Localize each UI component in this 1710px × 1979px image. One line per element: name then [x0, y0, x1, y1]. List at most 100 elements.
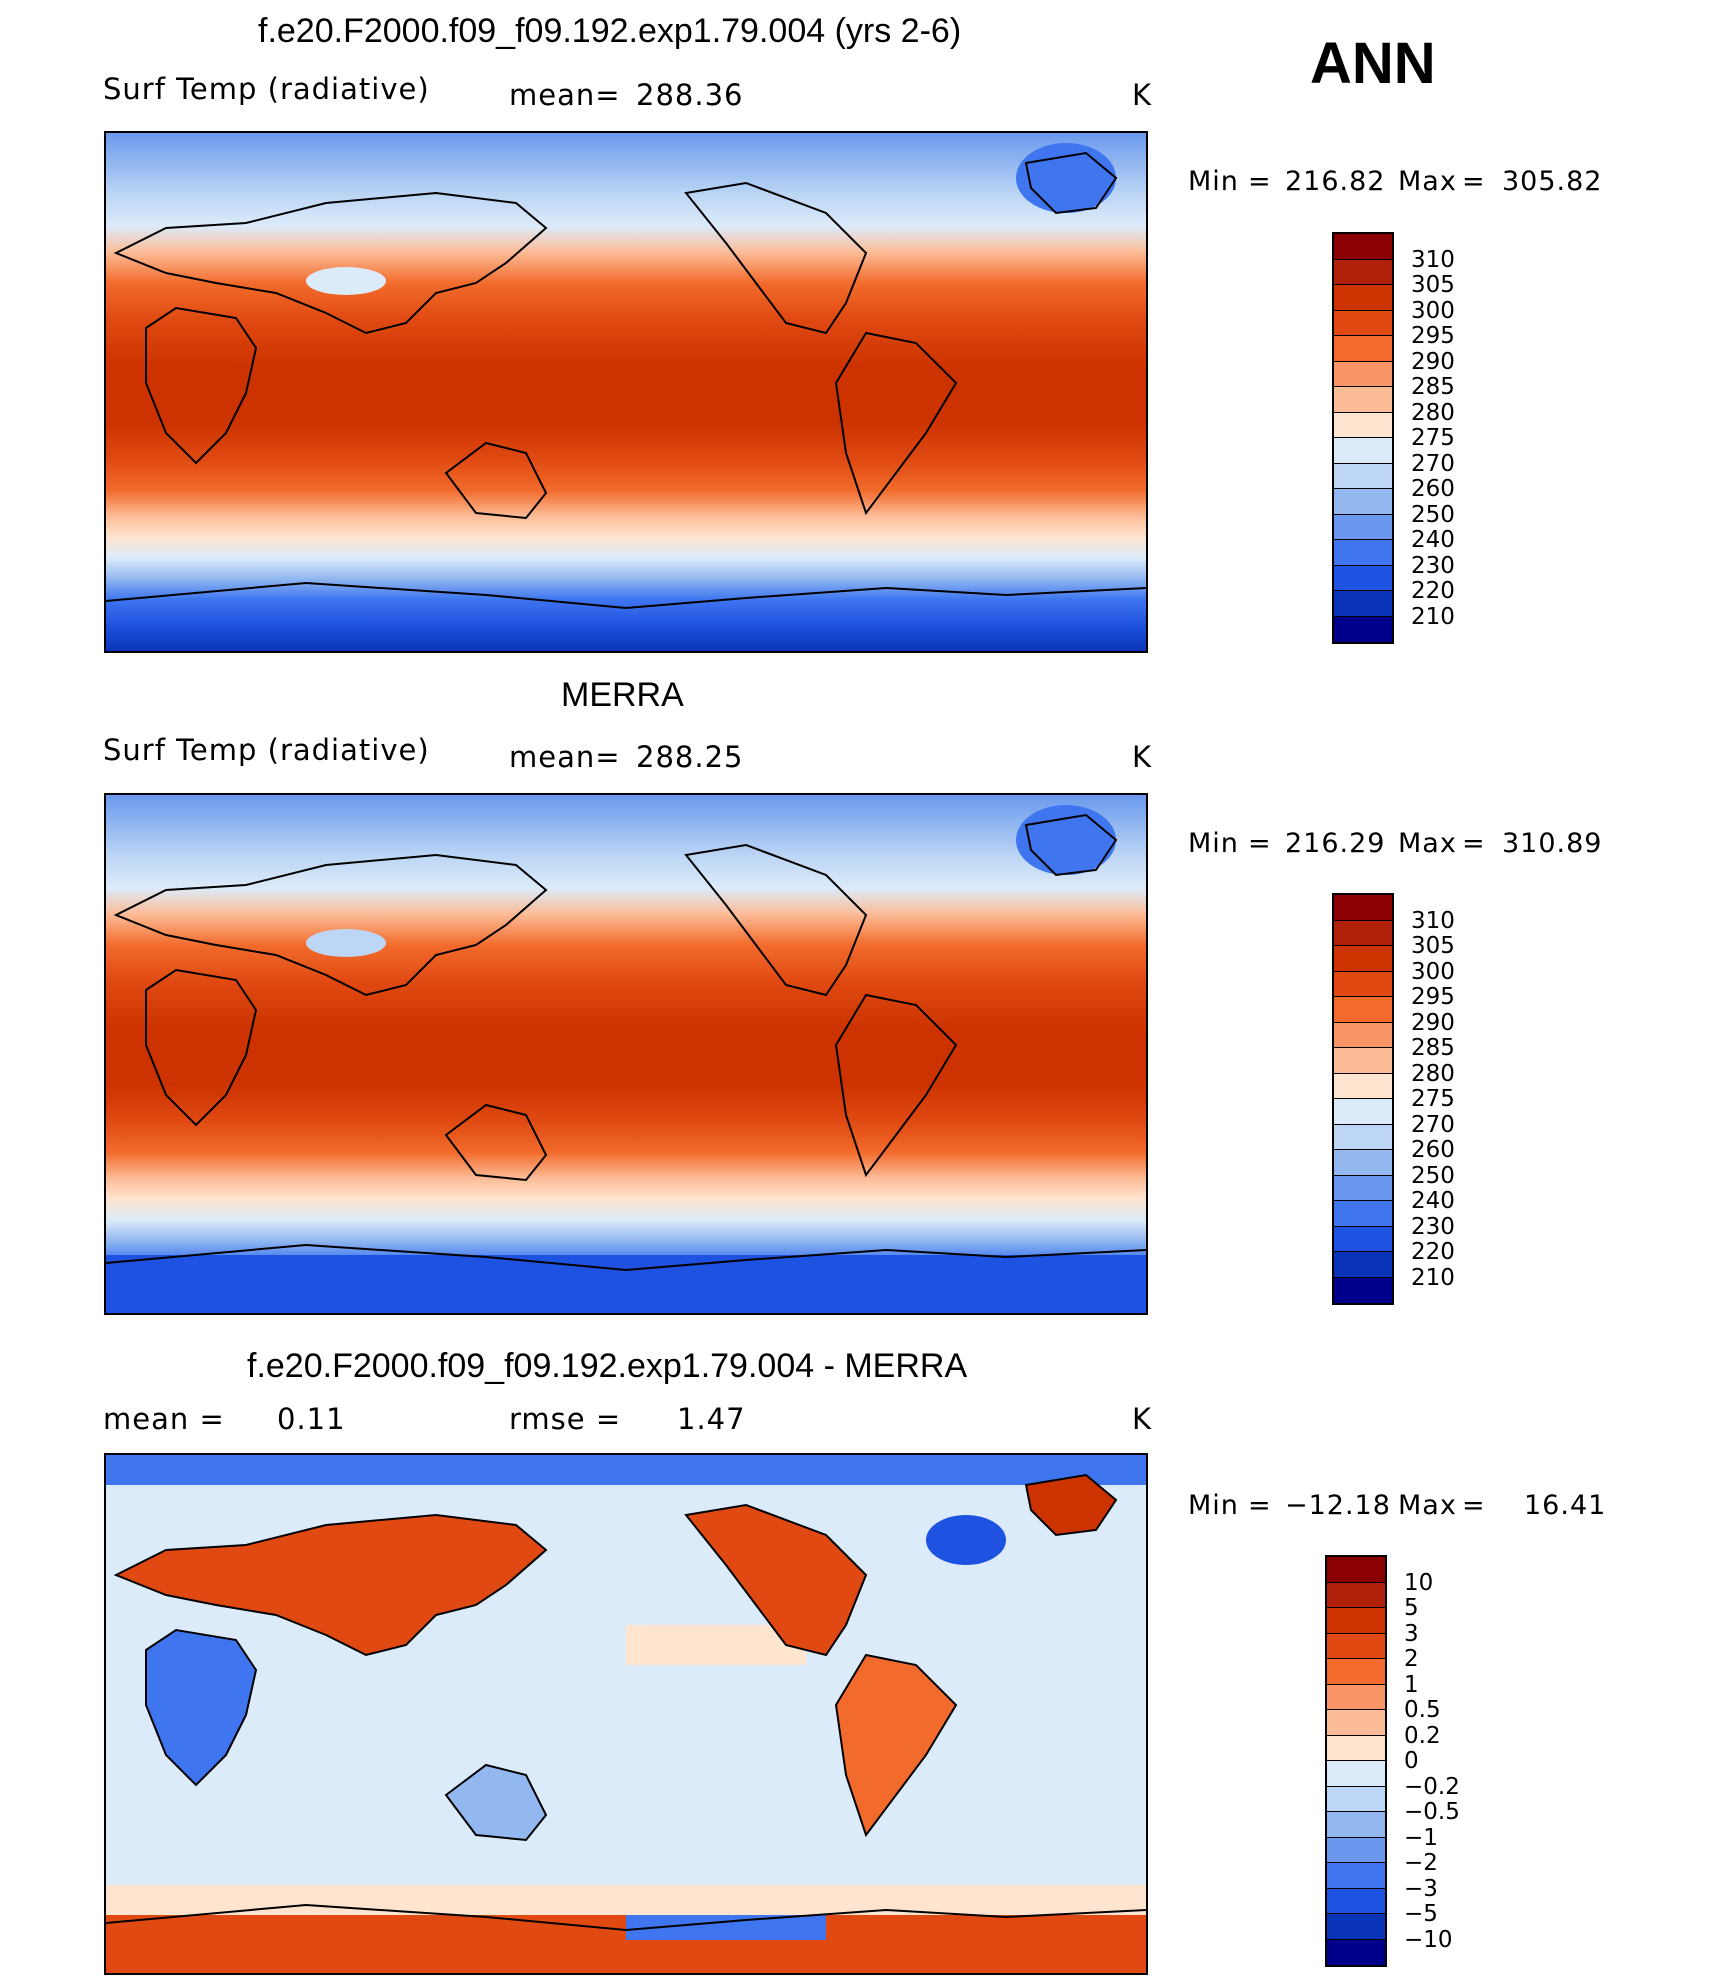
colorbar-segment [1334, 489, 1392, 515]
panel2-max-value: 310.89 [1502, 828, 1603, 859]
colorbar-label: 250 [1411, 1162, 1455, 1189]
panel3-rmse-value: 1.47 [677, 1402, 746, 1436]
colorbar-segment [1334, 336, 1392, 362]
colorbar-label: 250 [1411, 501, 1455, 528]
colorbar-label: 260 [1411, 476, 1455, 502]
panel1-max-value: 305.82 [1502, 166, 1603, 197]
colorbar-panel1 [1332, 232, 1394, 644]
panel2-max-label: Max [1398, 828, 1457, 859]
colorbar-segment [1334, 616, 1392, 642]
panel2-min-eq: = [1248, 828, 1272, 859]
colorbar-label: −5 [1404, 1901, 1438, 1927]
colorbar-segment [1327, 1863, 1385, 1889]
colorbar-label: 300 [1411, 958, 1455, 985]
colorbar-label: 275 [1411, 425, 1455, 451]
colorbar-label: −0.5 [1404, 1799, 1460, 1825]
panel2-map [104, 793, 1148, 1315]
colorbar-label: 240 [1411, 1188, 1455, 1214]
colorbar-segment [1334, 1150, 1392, 1176]
colorbar-label: 260 [1411, 1137, 1455, 1163]
panel1-min-eq: = [1248, 166, 1272, 197]
colorbar-label: 305 [1411, 272, 1455, 298]
panel1-min-label: Min [1188, 166, 1239, 197]
panel2-title: MERRA [561, 676, 684, 714]
colorbar-segment [1334, 1175, 1392, 1201]
panel3-min-label: Min [1188, 1490, 1239, 1521]
panel1-title: f.e20.F2000.f09_f09.192.exp1.79.004 (yrs… [258, 12, 962, 50]
panel3-rmse-label: rmse = [509, 1402, 622, 1436]
colorbar-segment [1327, 1659, 1385, 1685]
colorbar-segment [1327, 1786, 1385, 1812]
colorbar-segment [1327, 1582, 1385, 1608]
colorbar-segment [1327, 1914, 1385, 1940]
colorbar-label: 290 [1411, 1009, 1455, 1036]
colorbar-label: 230 [1411, 552, 1455, 579]
colorbar-segment [1327, 1633, 1385, 1659]
colorbar-segment [1327, 1710, 1385, 1736]
colorbar-segment [1334, 1252, 1392, 1278]
panel1-min-value: 216.82 [1285, 166, 1386, 197]
panel3-min-eq: = [1248, 1490, 1272, 1521]
panel3-mean-label: mean = [103, 1402, 225, 1436]
panel3-mean-value: 0.11 [277, 1402, 346, 1436]
colorbar-label: 285 [1411, 374, 1455, 400]
colorbar-label: −2 [1404, 1850, 1438, 1876]
panel1-mean-value: 288.36 [636, 78, 744, 112]
colorbar-label: 5 [1404, 1595, 1419, 1621]
panel3-max-eq: = [1462, 1490, 1486, 1521]
colorbar-label: 285 [1411, 1035, 1455, 1061]
colorbar-segment [1334, 514, 1392, 540]
colorbar-label: 0 [1404, 1748, 1419, 1774]
colorbar-label: 310 [1411, 246, 1455, 273]
colorbar-segment [1334, 591, 1392, 617]
colorbar-label: 220 [1411, 1239, 1455, 1265]
colorbar-segment [1327, 1939, 1385, 1965]
panel2-min-value: 216.29 [1285, 828, 1386, 859]
colorbar-label: 1 [1404, 1671, 1419, 1698]
colorbar-label: −0.2 [1404, 1773, 1460, 1800]
colorbar-panel2 [1332, 893, 1394, 1305]
colorbar-segment [1334, 285, 1392, 311]
panel3-title: f.e20.F2000.f09_f09.192.exp1.79.004 - ME… [247, 1347, 968, 1385]
colorbar-label: 210 [1411, 1264, 1455, 1291]
colorbar-label: 220 [1411, 578, 1455, 604]
colorbar-segment [1334, 361, 1392, 387]
panel1-map [104, 131, 1148, 653]
colorbar-segment [1334, 234, 1392, 260]
colorbar-segment [1334, 463, 1392, 489]
colorbar-label: 240 [1411, 527, 1455, 553]
colorbar-segment [1334, 1226, 1392, 1252]
colorbar-label: 2 [1404, 1646, 1419, 1672]
panel3-max-value: 16.41 [1524, 1490, 1607, 1521]
panel1-max-eq: = [1462, 166, 1486, 197]
colorbar-label: −10 [1404, 1926, 1453, 1953]
panel1-variable: Surf Temp (radiative) [103, 72, 430, 106]
colorbar-label: 0.5 [1404, 1697, 1441, 1723]
colorbar-label: 230 [1411, 1213, 1455, 1240]
colorbar-segment [1334, 997, 1392, 1023]
colorbar-segment [1327, 1812, 1385, 1838]
colorbar-segment [1334, 946, 1392, 972]
colorbar-panel3 [1325, 1555, 1387, 1967]
colorbar-segment [1334, 895, 1392, 921]
season-label: ANN [1310, 31, 1436, 96]
colorbar-segment [1327, 1684, 1385, 1710]
colorbar-label: 280 [1411, 1060, 1455, 1087]
colorbar-label: 295 [1411, 984, 1455, 1010]
panel2-variable: Surf Temp (radiative) [103, 733, 430, 767]
colorbar-label: 300 [1411, 297, 1455, 324]
colorbar-segment [1327, 1557, 1385, 1583]
colorbar-label: 3 [1404, 1620, 1419, 1647]
colorbar-segment [1334, 412, 1392, 438]
colorbar-label: 280 [1411, 399, 1455, 426]
colorbar-segment [1334, 1048, 1392, 1074]
colorbar-segment [1334, 1201, 1392, 1227]
colorbar-label: −3 [1404, 1875, 1438, 1902]
panel3-map [104, 1453, 1148, 1975]
panel2-max-eq: = [1462, 828, 1486, 859]
colorbar-segment [1334, 1277, 1392, 1303]
colorbar-segment [1334, 259, 1392, 285]
colorbar-segment [1334, 1099, 1392, 1125]
panel2-min-label: Min [1188, 828, 1239, 859]
colorbar-label: 0.2 [1404, 1722, 1441, 1749]
